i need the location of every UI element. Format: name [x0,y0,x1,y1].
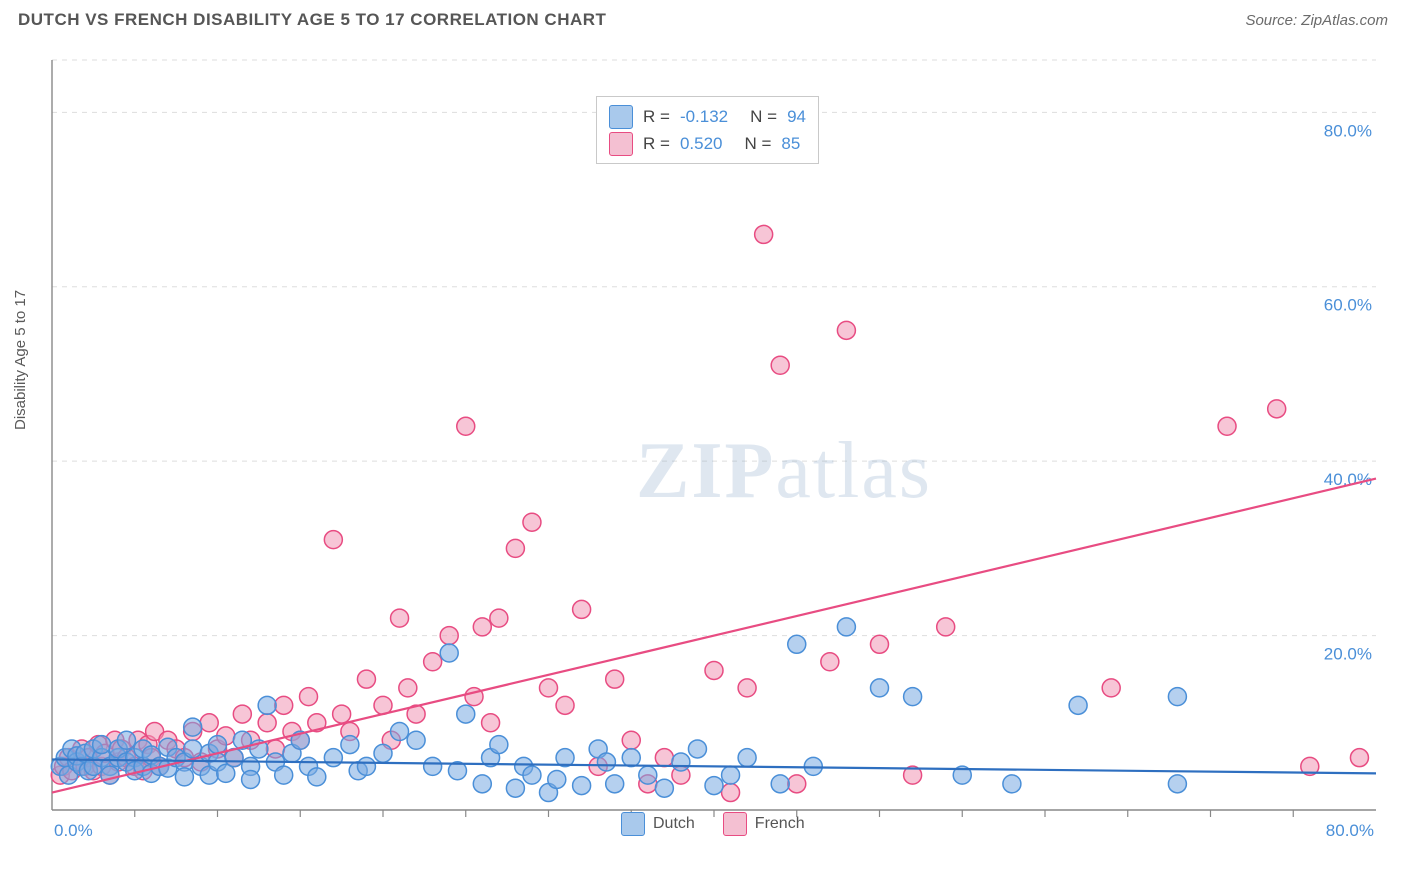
n-label: N = [744,130,771,157]
legend-swatch [609,105,633,129]
legend-swatch [723,812,747,836]
n-value: 94 [787,103,806,130]
legend-swatch [609,132,633,156]
legend-correlation: R =-0.132N =94R =0.520N =85 [596,96,819,164]
svg-text:0.0%: 0.0% [54,821,93,836]
r-value: -0.132 [680,103,728,130]
n-label: N = [750,103,777,130]
chart-title: DUTCH VS FRENCH DISABILITY AGE 5 TO 17 C… [18,10,606,30]
r-value: 0.520 [680,130,723,157]
legend-label: Dutch [653,815,695,833]
svg-text:20.0%: 20.0% [1324,645,1372,664]
legend-item: French [723,812,805,836]
legend-item: Dutch [621,812,695,836]
svg-text:60.0%: 60.0% [1324,296,1372,315]
chart-header: DUTCH VS FRENCH DISABILITY AGE 5 TO 17 C… [0,0,1406,38]
legend-row: R = -0.132 N = 94 [609,103,806,130]
legend-series: Dutch French [621,812,805,836]
n-value: 85 [781,130,800,157]
legend-row: R = 0.520 N = 85 [609,130,806,157]
legend-label: French [755,815,805,833]
chart-source: Source: ZipAtlas.com [1245,12,1388,29]
chart-svg: 20.0%40.0%60.0%80.0%0.0%80.0% [46,46,1386,836]
chart-area: 20.0%40.0%60.0%80.0%0.0%80.0% ZIPatlas R… [46,46,1386,836]
svg-text:80.0%: 80.0% [1324,121,1372,140]
y-axis-label: Disability Age 5 to 17 [12,290,29,430]
svg-text:80.0%: 80.0% [1326,821,1374,836]
r-label: R = [643,130,670,157]
legend-swatch [621,812,645,836]
r-label: R = [643,103,670,130]
